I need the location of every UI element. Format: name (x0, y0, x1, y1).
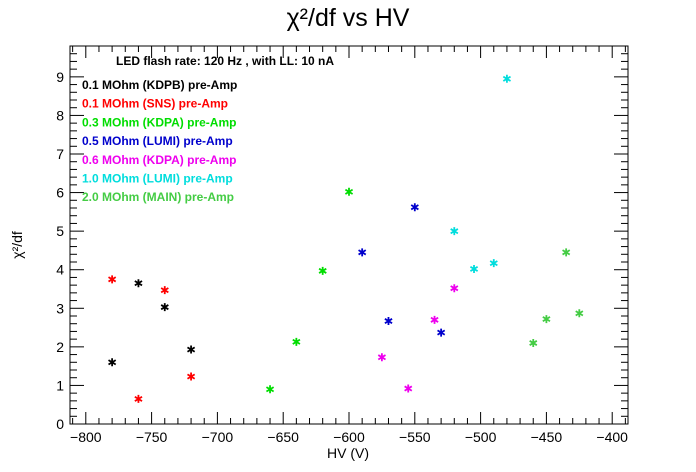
data-point (410, 203, 419, 212)
data-point (358, 248, 367, 257)
y-axis: 0 1 2 3 4 5 6 7 8 9 (56, 45, 628, 432)
x-tick-label: −650 (267, 429, 299, 445)
data-point (542, 315, 551, 324)
data-point (450, 227, 459, 236)
legend-entry: 0.1 MOhm (SNS) pre-Amp (82, 97, 228, 111)
x-tick-label: −400 (596, 429, 628, 445)
legend-entry: 1.0 MOhm (LUMI) pre-Amp (82, 172, 233, 186)
data-point (377, 353, 386, 362)
annotation-text: LED flash rate: 120 Hz , with LL: 10 nA (116, 54, 334, 68)
data-point (187, 372, 196, 381)
data-points (108, 74, 584, 403)
data-point (160, 303, 169, 312)
data-point (529, 339, 538, 347)
x-tick-label: −500 (465, 429, 497, 445)
y-tick-label: 4 (56, 262, 64, 278)
legend-entry: 0.1 MOhm (KDPB) pre-Amp (82, 78, 237, 92)
y-tick-label: 1 (56, 377, 64, 393)
data-point (187, 345, 196, 354)
data-point (384, 317, 393, 326)
y-axis-label: χ²/df (9, 231, 25, 259)
data-point (489, 259, 498, 268)
data-point (469, 264, 479, 273)
y-tick-label: 6 (56, 185, 64, 201)
data-point (108, 275, 117, 284)
x-tick-label: −700 (202, 429, 234, 445)
x-tick-label: −600 (333, 429, 365, 445)
data-point (502, 74, 511, 83)
y-tick-label: 0 (56, 416, 64, 432)
x-tick-label: −450 (531, 429, 563, 445)
data-point (134, 279, 143, 288)
data-point (134, 394, 143, 403)
y-tick-label: 3 (56, 300, 64, 316)
y-tick-label: 5 (56, 223, 64, 239)
legend-entry: 0.5 MOhm (LUMI) pre-Amp (82, 134, 233, 148)
x-tick-label: −800 (70, 429, 102, 445)
legend-entry: 0.3 MOhm (KDPA) pre-Amp (82, 115, 236, 129)
data-point (265, 385, 275, 394)
data-point (108, 358, 117, 367)
y-tick-label: 9 (56, 69, 64, 85)
x-axis-label: HV (V) (327, 445, 369, 461)
y-tick-label: 8 (56, 107, 64, 123)
x-axis: −800 −750 −700 −650 −600 −550 −500 −450 −400 (70, 46, 628, 445)
data-point (430, 315, 439, 324)
data-point (437, 328, 446, 337)
legend: 0.1 MOhm (KDPB) pre-Amp 0.1 MOhm (SNS) pr… (82, 78, 237, 204)
data-point (450, 284, 459, 293)
chart-title: χ²/df vs HV (287, 4, 410, 32)
data-point (160, 286, 169, 295)
data-point (292, 337, 301, 346)
y-tick-label: 2 (56, 339, 64, 355)
x-tick-label: −750 (136, 429, 168, 445)
x-tick-label: −550 (399, 429, 431, 445)
data-point (344, 187, 354, 196)
y-tick-label: 7 (56, 146, 64, 162)
data-point (575, 309, 584, 318)
data-point (318, 266, 327, 275)
data-point (562, 248, 571, 257)
legend-entry: 0.6 MOhm (KDPA) pre-Amp (82, 153, 236, 167)
data-point (404, 384, 413, 393)
legend-entry: 2.0 MOhm (MAIN) pre-Amp (82, 190, 234, 204)
